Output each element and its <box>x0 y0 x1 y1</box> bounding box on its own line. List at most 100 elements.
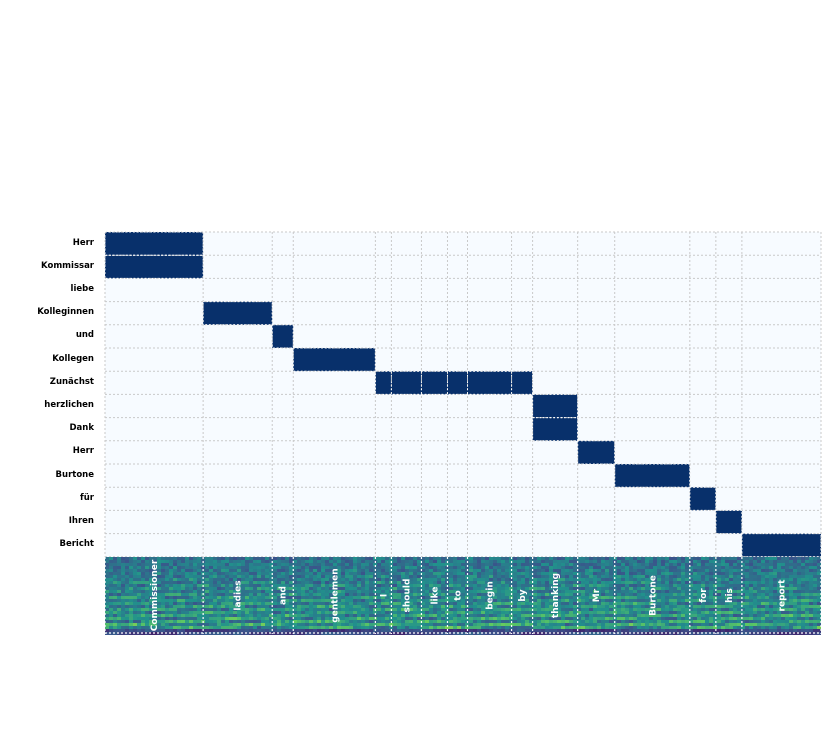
spectrogram-cell <box>749 563 753 566</box>
spectrogram-cell <box>601 587 605 590</box>
spectrogram-cell <box>525 614 529 617</box>
spectrogram-cell <box>701 584 705 587</box>
spectrogram-cell <box>773 599 777 602</box>
spectrogram-cell <box>185 581 189 584</box>
spectrogram-cell <box>621 602 625 605</box>
spectrogram-cell <box>457 629 461 632</box>
spectrogram-cell <box>197 575 201 578</box>
spectrogram-cell <box>737 578 741 581</box>
spectrogram-cell <box>789 596 793 599</box>
spectrogram-cell <box>717 602 721 605</box>
spectrogram-cell <box>757 590 761 593</box>
spectrogram-cell <box>289 623 293 626</box>
spectrogram-cell <box>545 605 549 608</box>
spectrogram-cell <box>625 629 629 632</box>
spectrogram-cell <box>677 611 681 614</box>
spectrogram-cell <box>793 560 797 563</box>
spectrogram-cell <box>805 611 809 614</box>
spectrogram-cell <box>805 596 809 599</box>
spectrogram-cell <box>593 611 597 614</box>
spectrogram-cell <box>245 608 249 611</box>
spectrogram-cell <box>733 614 737 617</box>
spectrogram-cell <box>109 620 113 623</box>
spectrogram-cell <box>129 602 133 605</box>
spectrogram-cell <box>749 611 753 614</box>
spectrogram-cell <box>317 614 321 617</box>
spectrogram-cell <box>713 566 717 569</box>
spectrogram-cell <box>449 599 453 602</box>
spectrogram-cell <box>785 605 789 608</box>
spectrogram-cell <box>145 575 149 578</box>
spectrogram-cell <box>441 626 445 629</box>
spectrogram-cell <box>705 581 709 584</box>
spectrogram-cell <box>369 608 373 611</box>
spectrogram-cell <box>689 605 693 608</box>
spectrogram-cell <box>645 602 649 605</box>
spectrogram-cell <box>517 608 521 611</box>
spectrogram-cell <box>409 626 413 629</box>
spectrogram-cell <box>225 623 229 626</box>
spectrogram-cell <box>577 596 581 599</box>
spectrogram-cell <box>185 593 189 596</box>
spectrogram-cell <box>113 581 117 584</box>
spectrogram-cell <box>733 566 737 569</box>
spectrogram-cell <box>353 575 357 578</box>
spectrogram-cell <box>441 560 445 563</box>
spectrogram-cell <box>741 572 745 575</box>
spectrogram-cell <box>677 587 681 590</box>
spectrogram-cell <box>221 623 225 626</box>
spectrogram-cell <box>697 620 701 623</box>
spectrogram-cell <box>217 629 221 632</box>
spectrogram-cell <box>181 599 185 602</box>
spectrogram-cell <box>349 584 353 587</box>
spectrogram-cell <box>777 593 781 596</box>
spectrogram-cell <box>169 575 173 578</box>
spectrogram-cell <box>169 560 173 563</box>
spectrogram-cell <box>693 578 697 581</box>
spectrogram-cell <box>489 593 493 596</box>
spectrogram-cell <box>277 620 281 623</box>
spectrogram-cell <box>557 617 561 620</box>
spectrogram-cell <box>705 590 709 593</box>
spectrogram-cell <box>333 575 337 578</box>
spectrogram-cell <box>297 608 301 611</box>
spectrogram-cell <box>333 617 337 620</box>
spectrogram-cell <box>165 596 169 599</box>
spectrogram-cell <box>725 626 729 629</box>
spectrogram-cell <box>809 581 813 584</box>
spectrogram-cell <box>229 614 233 617</box>
spectrogram-cell <box>777 596 781 599</box>
spectrogram-cell <box>493 575 497 578</box>
spectrogram-cell <box>301 599 305 602</box>
spectrogram-cell <box>513 590 517 593</box>
spectrogram-cell <box>513 629 517 632</box>
spectrogram-cell <box>489 608 493 611</box>
spectrogram-cell <box>721 575 725 578</box>
spectrogram-cell <box>413 560 417 563</box>
spectrogram-cell <box>653 590 657 593</box>
spectrogram-cell <box>405 593 409 596</box>
spectrogram-cell <box>349 593 353 596</box>
spectrogram-cell <box>813 599 817 602</box>
spectrogram-cell <box>753 620 757 623</box>
spectrogram-cell <box>521 560 525 563</box>
spectrogram-cell <box>301 587 305 590</box>
spectrogram-cell <box>509 602 513 605</box>
spectrogram-cell <box>105 575 109 578</box>
spectrogram-cell <box>589 599 593 602</box>
spectrogram-cell <box>525 602 529 605</box>
spectrogram-cell <box>757 563 761 566</box>
spectrogram-cell <box>481 599 485 602</box>
spectrogram-cell <box>601 563 605 566</box>
spectrogram-cell <box>557 578 561 581</box>
spectrogram-cell <box>613 626 617 629</box>
spectrogram-cell <box>533 596 537 599</box>
spectrogram-cell <box>733 581 737 584</box>
spectrogram-cell <box>453 572 457 575</box>
spectrogram-cell <box>801 596 805 599</box>
spectrogram-cell <box>281 611 285 614</box>
spectrogram-cell <box>817 560 821 563</box>
spectrogram-cell <box>293 617 297 620</box>
spectrogram-cell <box>373 590 377 593</box>
spectrogram-cell <box>117 623 121 626</box>
